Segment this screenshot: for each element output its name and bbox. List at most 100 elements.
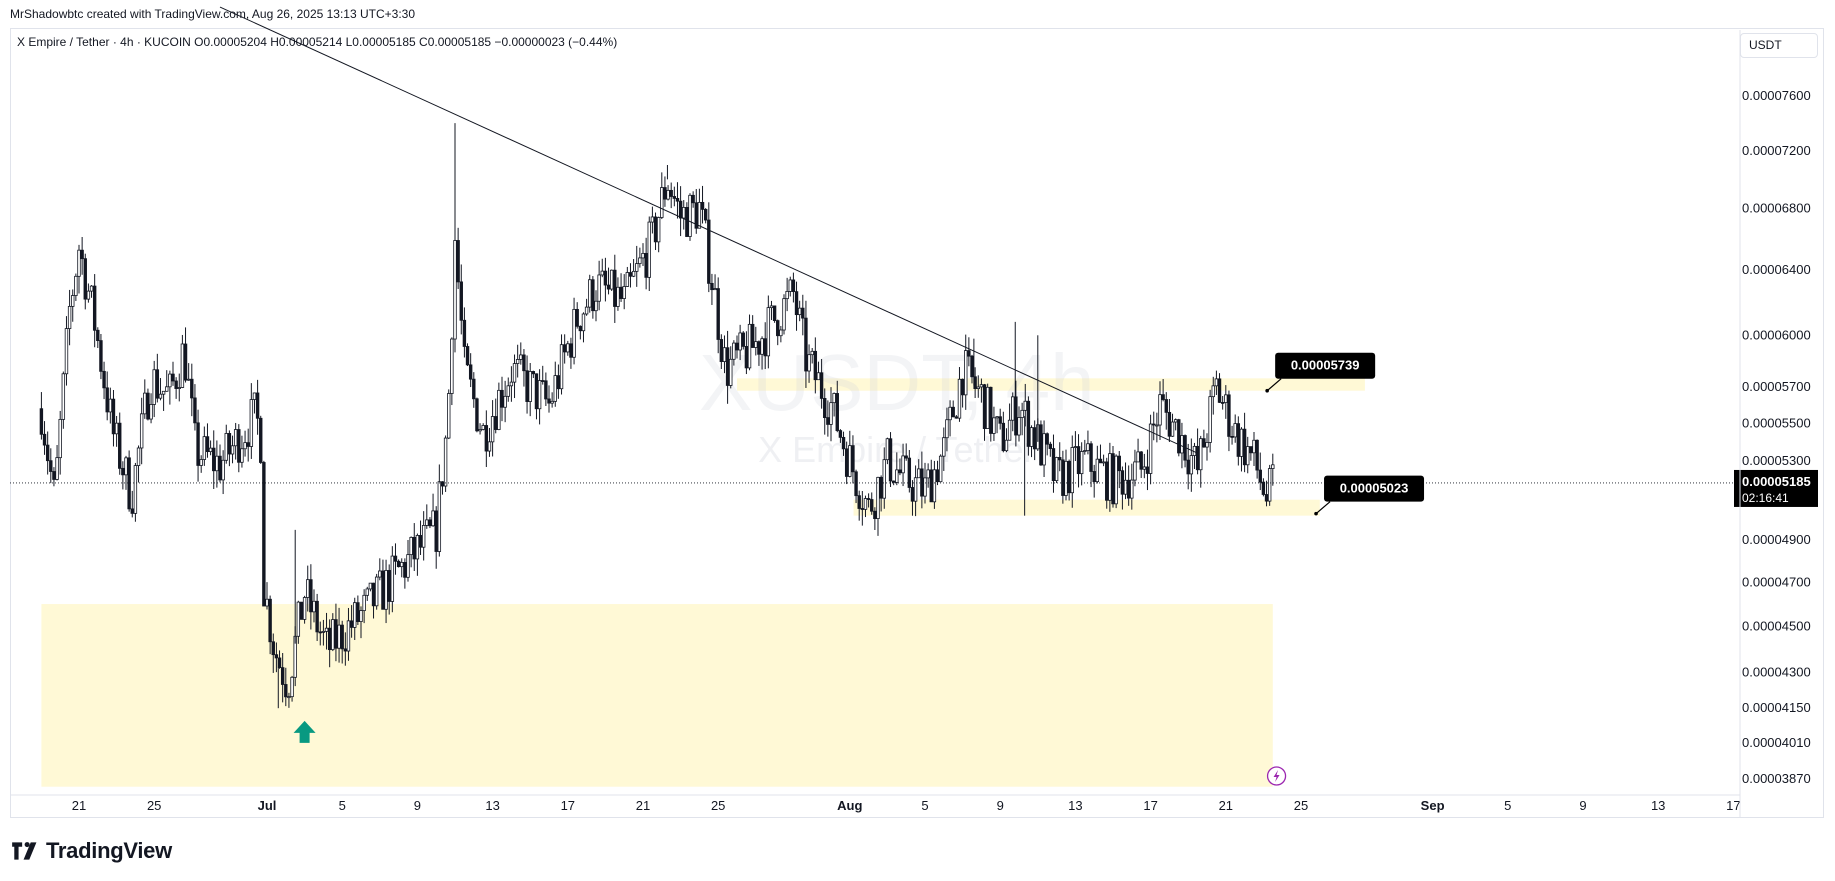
candle-body [39, 408, 44, 435]
candle [396, 559, 401, 568]
candle [613, 254, 617, 323]
candle [450, 337, 454, 406]
candle [287, 692, 291, 708]
candle [246, 428, 250, 462]
candle-body [750, 323, 755, 348]
candle [713, 274, 717, 291]
candle-body [1023, 400, 1027, 411]
x-tick-label: 9 [1579, 798, 1586, 813]
candle [456, 227, 460, 289]
x-tick-label: 5 [1504, 798, 1511, 813]
candle-body [1246, 446, 1250, 466]
candle-body [1261, 481, 1266, 495]
candle [992, 406, 996, 441]
candle [1020, 402, 1024, 436]
candle [224, 424, 228, 464]
candle [904, 443, 908, 461]
candle-body [1142, 466, 1147, 470]
candle-body [813, 350, 818, 381]
candle [481, 423, 485, 431]
candle [816, 361, 821, 381]
candle [1211, 376, 1215, 415]
candle [1007, 403, 1012, 441]
x-tick-label: 25 [1294, 798, 1308, 813]
candle [406, 539, 410, 582]
candle [412, 523, 416, 572]
currency-unit-button[interactable]: USDT [1740, 33, 1818, 58]
candle [227, 430, 232, 467]
candle [1186, 443, 1190, 490]
candle-body [299, 601, 304, 620]
candle [67, 289, 72, 346]
candle-body [459, 281, 463, 321]
candle [102, 361, 106, 400]
candle [866, 493, 871, 508]
candle-body [155, 369, 160, 399]
candle [1142, 453, 1147, 479]
candle [989, 386, 993, 442]
candle-body [374, 576, 379, 607]
candle-body [346, 620, 351, 652]
candle-body [1186, 459, 1190, 475]
candle-body [1032, 427, 1037, 450]
candle-body [559, 344, 564, 390]
x-tick-label: 9 [997, 798, 1004, 813]
candle [1105, 457, 1109, 509]
candle [562, 334, 567, 364]
y-tick-label: 0.00005300 [1742, 453, 1811, 468]
candle-body [1108, 453, 1112, 501]
candle-body [844, 448, 849, 477]
candle-body [685, 207, 689, 237]
candle [1095, 445, 1100, 484]
candle-body [569, 343, 573, 358]
candle [1114, 454, 1118, 509]
candle [71, 289, 75, 322]
candle-body [848, 445, 852, 477]
candle-body [1086, 443, 1090, 451]
candle-body [556, 375, 561, 390]
y-tick-label: 0.00007200 [1742, 143, 1811, 158]
candle [1026, 396, 1031, 456]
candle-body [64, 328, 69, 375]
candle [359, 606, 363, 639]
candle-body [1255, 439, 1259, 471]
current-price-value: 0.00005185 [1742, 474, 1811, 489]
x-tick-label: 21 [1219, 798, 1233, 813]
candle [572, 297, 576, 365]
candle [1004, 428, 1009, 453]
candle [729, 346, 733, 389]
candle [926, 463, 930, 488]
candle [515, 344, 520, 378]
candle [61, 371, 66, 429]
candle [55, 445, 59, 481]
candle-body [678, 200, 683, 219]
candle [1098, 444, 1103, 464]
candle-body [353, 602, 357, 628]
candle-body [1070, 447, 1074, 494]
candle-body [1073, 446, 1078, 448]
candle [1092, 464, 1096, 498]
candle-body [340, 624, 344, 650]
candle-body [1083, 450, 1087, 452]
candle-body [96, 329, 100, 342]
candle-body [631, 270, 636, 277]
candle [1133, 449, 1137, 487]
candle [506, 377, 510, 402]
candle [202, 426, 207, 466]
current-price-tag [1734, 469, 1818, 507]
candle-body [1224, 394, 1228, 403]
candle [171, 361, 175, 386]
candle [80, 236, 84, 275]
candle [1048, 441, 1053, 457]
candle [826, 400, 830, 437]
candle-body [688, 194, 692, 237]
lightning-glyph [1273, 770, 1280, 782]
candle [1249, 446, 1253, 461]
candle-body [183, 343, 188, 381]
candle-body [468, 364, 473, 380]
candle [597, 260, 601, 311]
candle-body [550, 400, 554, 404]
candle-body [158, 393, 163, 399]
candle-body [572, 308, 576, 358]
